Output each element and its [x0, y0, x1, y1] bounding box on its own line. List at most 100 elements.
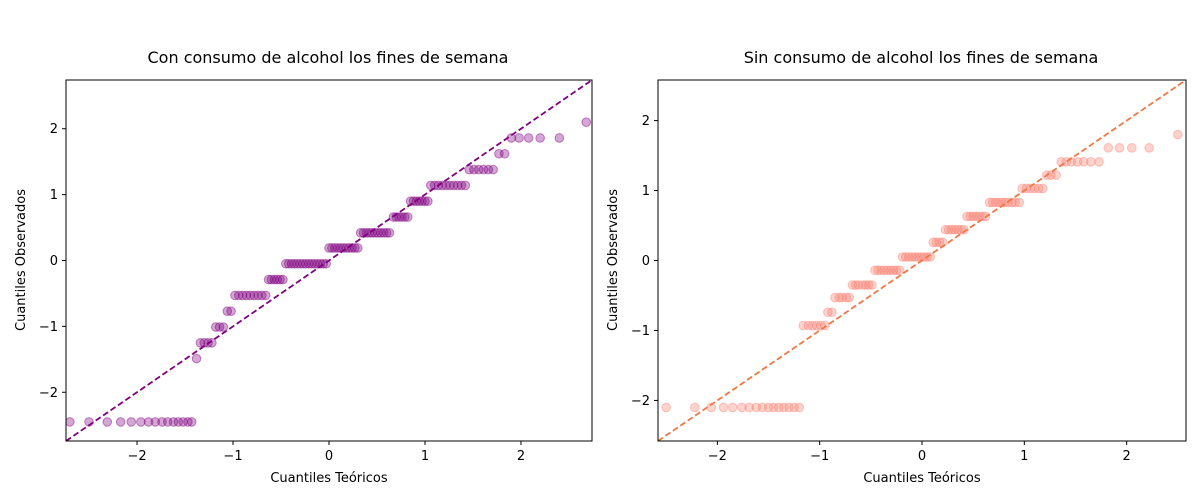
data-point: [66, 417, 75, 427]
data-point: [376, 228, 386, 238]
data-point: [456, 180, 467, 191]
data-point: [266, 274, 277, 285]
data-point: [768, 402, 779, 413]
data-point: [210, 322, 221, 332]
data-point: [283, 258, 294, 269]
data-point: [289, 258, 300, 269]
data-point: [894, 265, 905, 276]
data-point: [837, 292, 847, 303]
plot-frame: [657, 79, 1187, 442]
data-point: [286, 258, 297, 269]
data-point: [353, 243, 363, 253]
data-point: [1094, 157, 1104, 167]
data-point: [830, 292, 840, 303]
data-point: [306, 258, 317, 269]
data-point: [423, 196, 433, 207]
x-tick-label: 1: [1020, 449, 1028, 464]
data-point: [1010, 197, 1020, 208]
plot-frame: [65, 79, 593, 442]
data-point: [269, 274, 280, 285]
data-point: [233, 290, 244, 301]
data-point: [143, 417, 154, 427]
data-point: [834, 292, 844, 303]
data-point: [397, 212, 407, 222]
data-point: [350, 243, 360, 253]
data-point: [384, 228, 395, 238]
data-point: [882, 265, 893, 276]
data-point: [478, 164, 489, 175]
left-qq-plot: Con consumo de alcohol los fines de sema…: [14, 48, 593, 486]
plot-area: −2 −1 0 1 2 −2 −1 0 1 2: [39, 80, 592, 464]
data-point: [888, 265, 899, 276]
data-point: [400, 212, 410, 222]
data-point: [329, 243, 340, 253]
y-tick-label: −1: [39, 320, 58, 335]
data-point: [661, 402, 671, 413]
x-tick-label: 2: [517, 449, 525, 464]
data-point: [186, 417, 197, 427]
y-tick-label: 2: [642, 114, 650, 129]
x-axis-label: Cuantiles Teóricos: [270, 471, 387, 486]
data-point: [249, 290, 259, 301]
data-point: [278, 274, 288, 285]
data-point: [823, 307, 833, 318]
reference-line: [66, 80, 592, 441]
data-point: [136, 417, 146, 427]
x-tick-label: 1: [421, 449, 429, 464]
data-point: [554, 133, 565, 143]
x-axis-label: Cuantiles Teóricos: [863, 471, 980, 486]
data-point: [860, 280, 871, 290]
data-point: [126, 417, 137, 427]
plot-area: −2 −1 0 1 2 −2 −1 0 1 2: [631, 80, 1186, 464]
data-point: [1037, 183, 1048, 194]
y-tick-label: 0: [642, 254, 650, 269]
data-point: [241, 290, 252, 301]
data-point: [953, 224, 963, 235]
data-point: [257, 290, 267, 301]
data-point: [301, 258, 311, 269]
data-point: [876, 265, 886, 276]
data-point: [332, 243, 343, 253]
data-point: [324, 243, 334, 253]
data-point: [1086, 157, 1096, 167]
data-point: [959, 224, 969, 235]
data-point: [253, 290, 263, 301]
y-axis-label: Cuantiles Observados: [14, 189, 29, 331]
chart-title: Con consumo de alcohol los fines de sema…: [148, 48, 509, 67]
data-point: [260, 290, 271, 301]
data-point: [183, 417, 193, 427]
data-point: [984, 197, 995, 208]
data-point: [367, 228, 377, 238]
x-tick-label: 0: [325, 449, 333, 464]
data-point: [448, 180, 459, 191]
data-point: [885, 265, 896, 276]
data-point: [718, 402, 729, 413]
data-point: [934, 237, 945, 248]
y-tick-label: 1: [50, 188, 58, 203]
data-point: [968, 211, 978, 222]
data-points: [661, 129, 1183, 413]
data-point: [873, 265, 883, 276]
data-point: [499, 148, 510, 159]
y-tick-label: 2: [50, 122, 58, 137]
data-point: [168, 417, 179, 427]
data-point: [863, 280, 874, 290]
data-point: [460, 180, 471, 191]
data-point: [965, 211, 975, 222]
data-point: [445, 180, 455, 191]
chart-title: Sin consumo de alcohol los fines de sema…: [744, 48, 1099, 67]
data-point: [295, 258, 306, 269]
data-point: [173, 417, 184, 427]
data-point: [811, 320, 822, 331]
data-point: [931, 237, 942, 248]
data-point: [162, 417, 173, 427]
data-point: [1144, 143, 1154, 153]
data-point: [115, 417, 126, 427]
data-point: [844, 292, 855, 303]
data-point: [737, 402, 747, 413]
data-point: [1051, 170, 1061, 180]
data-point: [275, 274, 285, 285]
data-point: [178, 417, 188, 427]
data-point: [891, 265, 902, 276]
